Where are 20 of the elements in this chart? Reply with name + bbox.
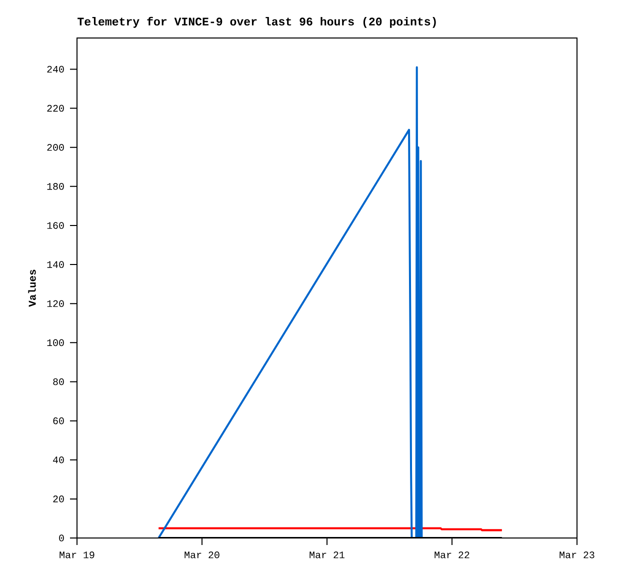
y-tick-label: 160	[47, 222, 64, 229]
y-tick-label: 20	[53, 496, 64, 502]
y-tick-label: 100	[47, 339, 64, 346]
y-tick-label: 220	[47, 104, 64, 112]
y-tick-label: 80	[53, 378, 64, 386]
x-tick-label: Mar 22	[434, 552, 470, 558]
x-tick-label: Mar 23	[560, 552, 594, 558]
y-tick-label: 0	[59, 534, 64, 542]
y-axis-title: Values	[28, 270, 36, 307]
x-tick-label: Mar 20	[184, 552, 220, 558]
x-tick-label: Mar 21	[310, 552, 344, 558]
y-tick-label: 200	[47, 144, 64, 151]
y-tick-label: 60	[53, 417, 64, 424]
y-tick-label: 180	[47, 183, 64, 190]
x-tick-label: Mar 19	[60, 552, 94, 558]
y-tick-label: 140	[47, 261, 64, 268]
y-tick-label: 120	[47, 300, 64, 307]
y-tick-label: 40	[53, 456, 64, 464]
y-tick-label: 240	[47, 66, 64, 73]
chart-title: Telemetry for VINCE-9 over last 96 hours (20 points)	[78, 16, 436, 28]
